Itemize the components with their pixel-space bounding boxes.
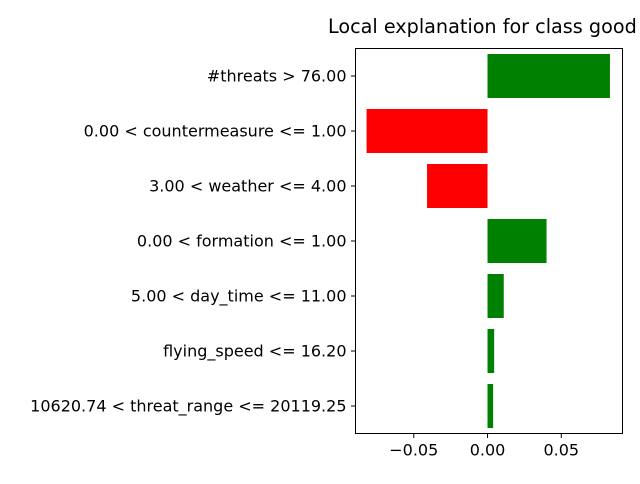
- bar-5: [487, 329, 495, 373]
- x-tick-label-2: 0.05: [543, 441, 579, 460]
- y-ticks: #threats > 76.00 0.00 < countermeasure <=…: [30, 67, 356, 417]
- x-tick-label-0: −0.05: [389, 441, 438, 460]
- y-tick-label-1: 0.00 < countermeasure <= 1.00: [84, 122, 347, 141]
- bar-1: [366, 109, 488, 153]
- y-tick-label-5: flying_speed <= 16.20: [163, 342, 346, 362]
- y-tick-label-2: 3.00 < weather <= 4.00: [149, 177, 346, 196]
- x-ticks: −0.05 0.00 0.05: [389, 433, 579, 460]
- x-tick-label-1: 0.00: [470, 441, 506, 460]
- bar-0: [487, 54, 610, 98]
- bars: [366, 54, 610, 428]
- bar-2: [427, 164, 488, 208]
- y-tick-label-4: 5.00 < day_time <= 11.00: [131, 287, 347, 307]
- bar-4: [487, 274, 504, 318]
- y-tick-label-3: 0.00 < formation <= 1.00: [137, 232, 347, 251]
- chart-title: Local explanation for class good: [328, 15, 637, 38]
- bar-3: [487, 219, 547, 263]
- y-tick-label-6: 10620.74 < threat_range <= 20119.25: [30, 397, 346, 417]
- bar-6: [487, 384, 494, 428]
- y-tick-label-0: #threats > 76.00: [207, 67, 347, 86]
